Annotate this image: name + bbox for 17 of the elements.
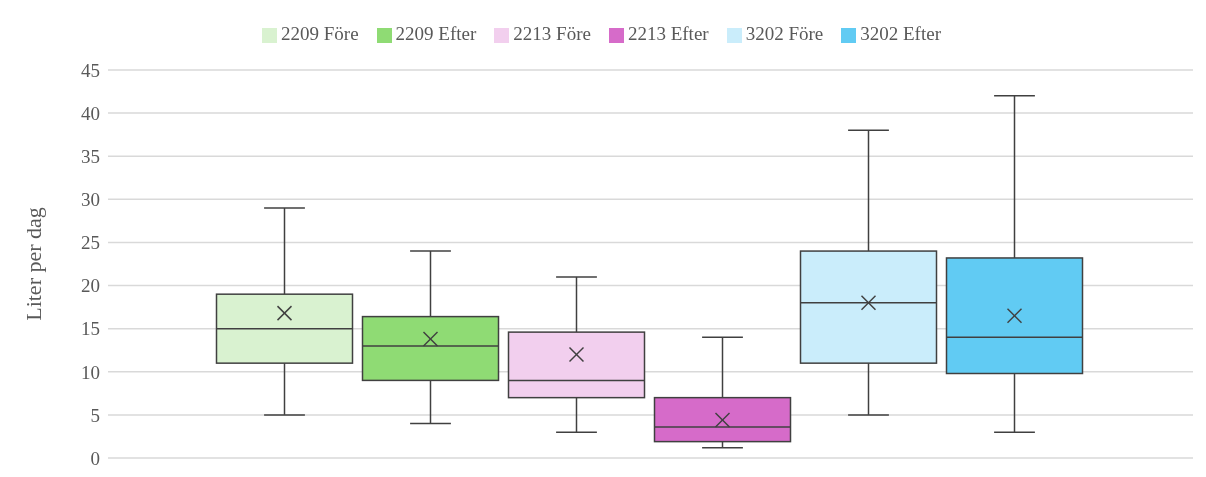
y-tick-label: 5	[90, 404, 100, 426]
legend-label: 3202 Efter	[860, 23, 941, 44]
y-tick-label: 25	[81, 232, 100, 254]
y-tick-label: 0	[90, 447, 100, 469]
y-tick-label: 20	[81, 275, 100, 297]
legend-label: 2209 Före	[281, 23, 359, 44]
y-tick-label: 15	[81, 318, 100, 340]
y-tick-label: 10	[81, 361, 100, 383]
y-tick-label: 40	[81, 102, 100, 124]
legend-label: 2213 Efter	[627, 23, 709, 44]
y-tick-label: 45	[81, 59, 100, 81]
y-axis-title: Liter per dag	[20, 207, 46, 321]
legend-label: 2209 Efter	[395, 23, 477, 44]
legend-label: 3202 Före	[745, 23, 824, 44]
y-tick-label: 35	[81, 145, 100, 167]
legend-label: 2213 Före	[513, 23, 591, 44]
y-tick-label: 30	[81, 189, 100, 211]
